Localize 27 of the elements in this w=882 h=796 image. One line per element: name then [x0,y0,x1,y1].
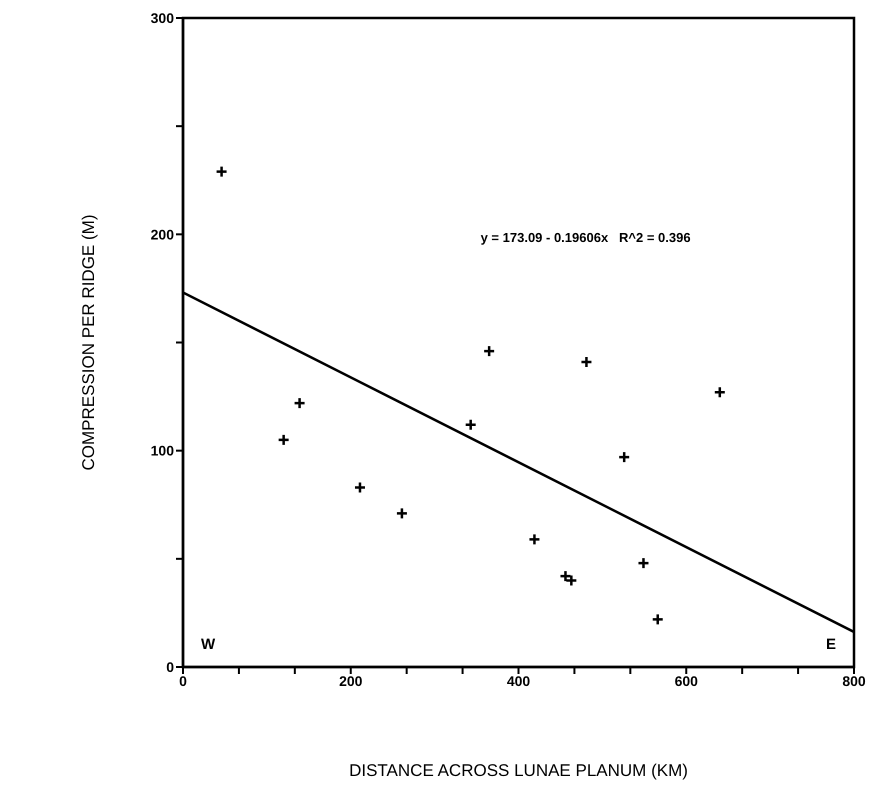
point [580,356,593,368]
point [215,165,228,178]
point [651,613,664,626]
x-tick-label: 800 [842,672,866,689]
point [528,533,541,546]
annotation: W [201,636,216,653]
point [714,386,726,399]
point [637,556,650,570]
x-tick-label: 400 [506,672,530,689]
point [396,507,408,520]
x-tick-label: 600 [674,672,698,689]
point [618,450,630,464]
y-tick-label: 100 [150,442,174,459]
point [464,418,477,431]
point [482,344,496,358]
x-tick-label: 0 [179,672,188,689]
point [293,396,306,410]
annotation: y = 173.09 - 0.19606x R^2 = 0.396 [480,230,691,245]
annotation: E [826,636,836,653]
x-axis-title: DISTANCE ACROSS LUNAE PLANUM (KM) [349,761,688,780]
y-tick-label: 0 [166,658,174,675]
y-tick-label: 300 [150,10,174,26]
y-tick-label: 200 [150,226,174,242]
point [354,481,366,494]
x-tick-label: 200 [339,672,363,689]
y-axis-title: COMPRESSION PER RIDGE (M) [79,214,98,470]
point [277,434,290,446]
